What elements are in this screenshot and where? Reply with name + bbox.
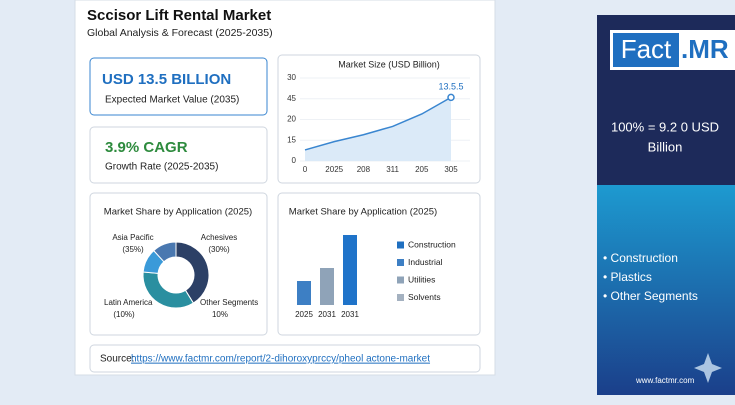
x-tick-label: 2025 [325,165,343,174]
y-tick-label: 45 [287,94,296,103]
source-box [89,344,481,373]
slice-value: (35%) [122,245,144,254]
card [89,57,268,116]
card-value: 3.9% CAGR [105,139,188,156]
x-tick-label: 205 [415,165,429,174]
x-tick-label: 305 [444,165,458,174]
chart-card [89,192,268,336]
slice-value: 10% [212,310,228,319]
chart-title: Market Share by Application (2025) [104,207,252,218]
x-tick-label: 2031 [318,310,336,319]
sidebar-headline: Billion [648,139,683,154]
logo-left-box [613,33,679,67]
annotation: 13.5.5 [438,82,463,92]
slice-label: Latin America [104,298,153,307]
card-label: Growth Rate (2025-2035) [105,162,218,173]
slice-label: Achesives [201,233,237,242]
legend-swatch [397,259,404,266]
card [89,126,268,184]
legend-label: Construction [408,239,456,249]
y-tick-label: 30 [287,73,296,82]
source-label: Source: [100,354,134,365]
legend-swatch [397,241,404,249]
source-link[interactable]: https://www.factmr.com/report/2-dihoroxy… [131,354,430,365]
subtitle: Global Analysis & Forecast (2025-2035) [87,27,273,39]
bar [297,281,311,305]
x-tick-label: 2025 [295,310,313,319]
star-icon [694,353,722,383]
card-value: USD 13.5 BILLION [102,71,231,88]
point [447,93,455,102]
legend-swatch [397,276,404,284]
donut-slice [153,241,177,263]
bar [320,268,334,305]
sidebar-url: www.factmr.com [635,376,695,385]
legend-swatch [397,294,404,301]
y-tick-label: 15 [287,135,296,144]
sidebar-bottom [597,185,735,395]
slice-value: (30%) [208,245,230,254]
slice-value: (10%) [113,310,135,319]
legend-label: Industrial [408,257,443,267]
y-tick-label: 0 [292,156,297,165]
x-tick-label: 0 [303,165,308,174]
sidebar-bullet: • Construction [603,251,678,265]
area [305,97,451,161]
sidebar-headline: 100% = 9.2 0 USD [611,119,719,134]
sidebar-bullet: • Other Segments [603,289,698,303]
line [304,96,452,151]
card-label: Expected Market Value (2035) [105,95,239,106]
x-tick-label: 208 [357,165,371,174]
y-tick-label: 20 [287,115,296,124]
title: Sccisor Lift Rental Market [87,7,271,24]
chart-title: Market Size (USD Billion) [338,59,440,69]
slice-label: Other Segments [200,298,258,307]
chart-title: Market Share by Application (2025) [289,207,437,218]
legend-label: Utilities [408,274,435,284]
x-tick-label: 2031 [341,310,359,319]
slice-label: Asia Pacific [112,233,153,242]
logo-left: Fact [621,34,672,64]
x-tick-label: 311 [386,165,399,174]
legend-label: Solvents [408,292,441,302]
sidebar-bullet: • Plastics [603,270,652,284]
bar [343,235,357,305]
logo-right: .MR [681,34,729,64]
